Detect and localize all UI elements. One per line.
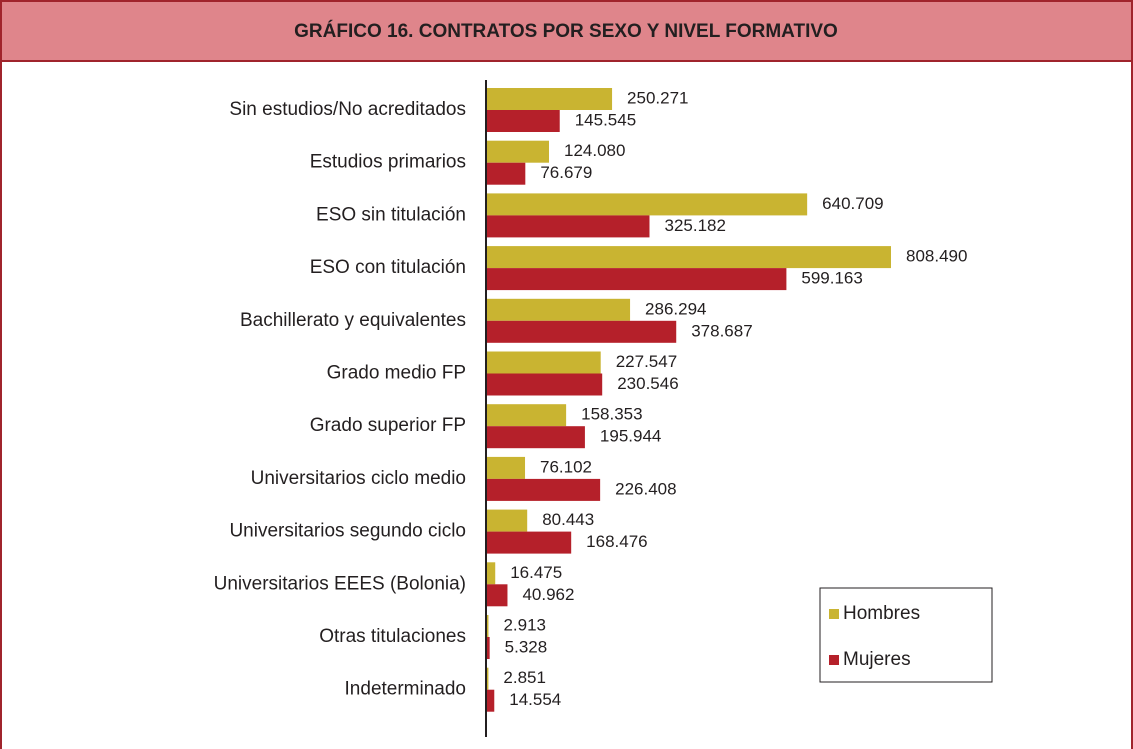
bar bbox=[487, 140, 550, 163]
bar bbox=[487, 426, 585, 449]
bar bbox=[487, 162, 526, 185]
value-label: 5.328 bbox=[505, 637, 548, 656]
value-label: 14.554 bbox=[509, 690, 561, 709]
category-label: Otras titulaciones bbox=[319, 626, 466, 647]
value-label: 80.443 bbox=[542, 510, 594, 529]
category-label: ESO con titulación bbox=[310, 257, 466, 278]
value-label: 599.163 bbox=[801, 269, 862, 288]
value-label: 286.294 bbox=[645, 299, 706, 318]
category-label: Sin estudios/No acreditados bbox=[229, 99, 466, 120]
bar bbox=[487, 246, 891, 269]
value-label: 16.475 bbox=[510, 563, 562, 582]
category-label: Universitarios segundo ciclo bbox=[229, 521, 466, 542]
category-label: Grado superior FP bbox=[310, 415, 466, 436]
value-label: 158.353 bbox=[581, 405, 642, 424]
bar bbox=[487, 637, 490, 659]
category-label: Estudios primarios bbox=[310, 152, 466, 173]
category-label: Bachillerato y equivalentes bbox=[240, 310, 466, 331]
bar bbox=[487, 404, 567, 427]
bar bbox=[487, 268, 787, 291]
value-label: 40.962 bbox=[522, 585, 574, 604]
value-label: 2.913 bbox=[503, 615, 546, 634]
value-label: 325.182 bbox=[664, 216, 725, 235]
value-label: 145.545 bbox=[575, 110, 636, 129]
value-label: 76.679 bbox=[540, 163, 592, 182]
value-label: 76.102 bbox=[540, 457, 592, 476]
legend-swatch bbox=[829, 609, 839, 619]
bar bbox=[487, 110, 560, 132]
bar bbox=[487, 667, 489, 690]
category-label: Universitarios ciclo medio bbox=[251, 468, 466, 489]
value-label: 195.944 bbox=[600, 427, 661, 446]
bar bbox=[487, 456, 526, 479]
category-label: Grado medio FP bbox=[327, 363, 466, 384]
legend-swatch bbox=[829, 655, 839, 665]
bar bbox=[487, 615, 489, 637]
category-label: ESO sin titulación bbox=[316, 204, 466, 225]
category-label: Universitarios EEES (Bolonia) bbox=[214, 573, 466, 594]
legend-label: Mujeres bbox=[843, 649, 911, 670]
bar bbox=[487, 478, 601, 501]
value-label: 230.546 bbox=[617, 374, 678, 393]
bar bbox=[487, 531, 572, 554]
bar bbox=[487, 215, 650, 238]
value-label: 2.851 bbox=[503, 668, 546, 687]
category-label: Indeterminado bbox=[345, 679, 466, 700]
bar bbox=[487, 509, 528, 532]
chart-title: GRÁFICO 16. CONTRATOS POR SEXO Y NIVEL F… bbox=[294, 20, 838, 42]
legend-box bbox=[819, 587, 993, 683]
bar bbox=[487, 584, 508, 607]
value-label: 168.476 bbox=[586, 532, 647, 551]
value-label: 378.687 bbox=[691, 321, 752, 340]
legend-label: Hombres bbox=[843, 603, 920, 624]
bar bbox=[487, 298, 631, 321]
bar bbox=[487, 351, 601, 374]
value-label: 226.408 bbox=[615, 479, 676, 498]
title-band bbox=[0, 0, 1133, 62]
bar bbox=[487, 320, 677, 343]
bar bbox=[487, 88, 613, 110]
bar bbox=[487, 562, 496, 585]
value-label: 808.490 bbox=[906, 247, 967, 266]
value-label: 640.709 bbox=[822, 194, 883, 213]
bar bbox=[487, 689, 495, 712]
value-label: 227.547 bbox=[616, 352, 677, 371]
value-label: 250.271 bbox=[627, 88, 688, 107]
value-label: 124.080 bbox=[564, 141, 625, 160]
bar bbox=[487, 373, 603, 396]
bar bbox=[487, 193, 808, 216]
